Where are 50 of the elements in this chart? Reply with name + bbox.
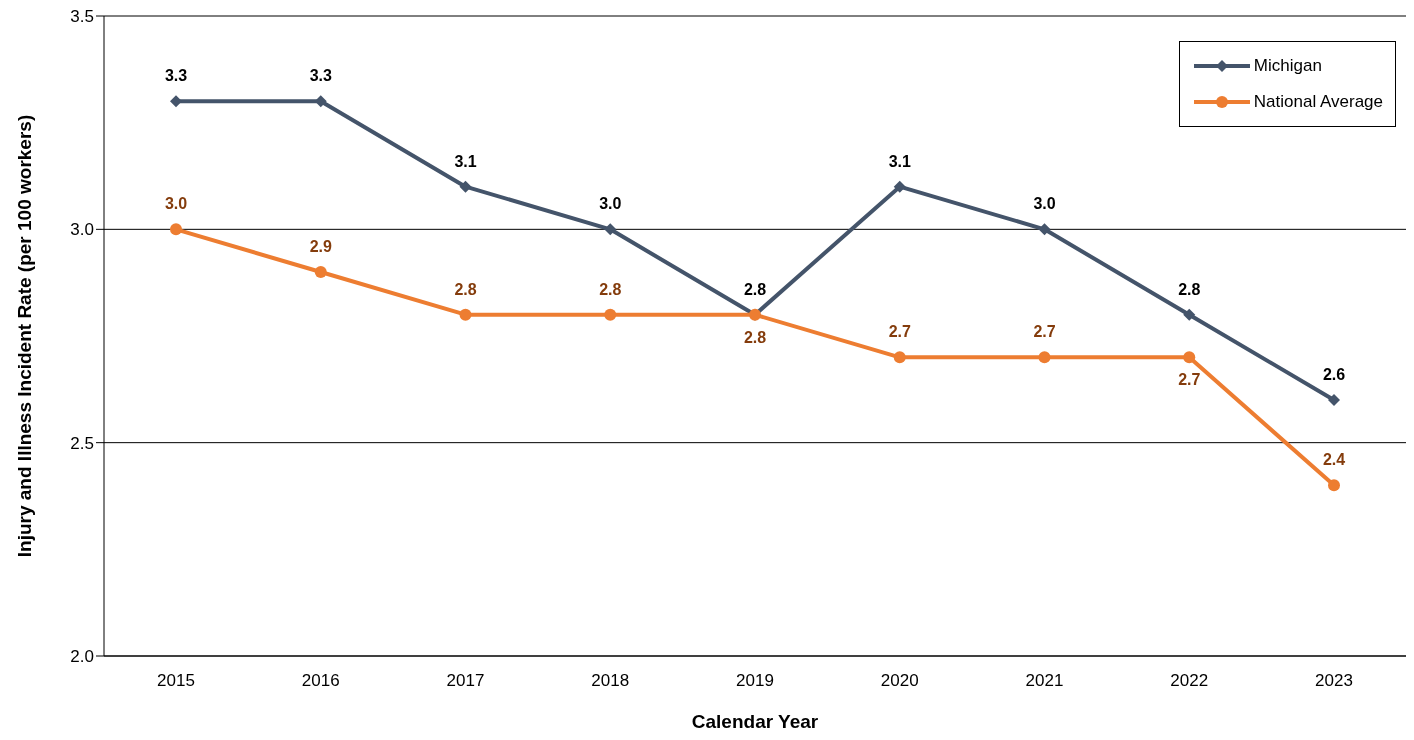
data-label: 3.3	[309, 67, 332, 85]
data-label: 2.8	[743, 328, 767, 346]
y-tick-label: 2.0	[70, 647, 94, 667]
data-label: 2.9	[309, 238, 332, 255]
x-tick-label: 2018	[591, 671, 630, 691]
point	[1328, 394, 1340, 406]
data-label: 2.4	[1322, 451, 1346, 469]
data-label: 2.8	[1178, 280, 1201, 298]
data-label: 2.7	[1178, 371, 1201, 389]
point	[170, 223, 182, 236]
x-axis-title: Calendar Year	[691, 711, 819, 732]
point	[1183, 308, 1196, 321]
x-tick-label: 2015	[157, 671, 195, 691]
point	[604, 223, 617, 236]
point	[314, 266, 327, 278]
data-label: 2.8	[599, 280, 622, 298]
x-tick-label: 2022	[1170, 671, 1209, 691]
legend-label: Michigan	[1253, 56, 1322, 76]
data-label: 3.0	[1033, 195, 1056, 213]
data-label: 3.3	[164, 67, 188, 85]
data-label: 3.1	[454, 152, 477, 170]
point	[1038, 223, 1051, 236]
x-tick-label: 2021	[1025, 671, 1064, 691]
x-tick-label: 2020	[880, 671, 919, 691]
data-label: 2.7	[888, 323, 911, 341]
data-label: 2.6	[1322, 366, 1346, 383]
y-tick-label: 3.5	[70, 7, 94, 27]
x-tick-label: 2016	[301, 671, 340, 691]
x-tick-label: 2019	[736, 671, 774, 691]
data-label: 2.7	[1033, 323, 1056, 341]
point	[170, 95, 182, 108]
point	[459, 180, 472, 193]
data-label: 2.8	[454, 280, 477, 298]
data-label: 3.0	[599, 195, 622, 213]
legend-label: National Average	[1253, 92, 1383, 112]
x-tick-label: 2017	[446, 671, 485, 691]
point	[604, 308, 617, 321]
y-tick-label: 3.0	[70, 220, 94, 240]
point	[893, 180, 906, 193]
y-tick-label: 2.5	[70, 433, 94, 453]
point	[1328, 479, 1340, 492]
x-tick-label: 2023	[1315, 671, 1353, 691]
y-axis-title: Injury and Illness Incident Rate (per 100 workers)	[13, 114, 35, 558]
point	[459, 308, 472, 321]
data-label: 2.8	[743, 280, 767, 298]
point	[1038, 351, 1051, 364]
data-label: 3.1	[888, 152, 911, 170]
point	[1183, 351, 1196, 364]
data-label: 3.0	[164, 195, 188, 213]
point	[893, 351, 906, 364]
